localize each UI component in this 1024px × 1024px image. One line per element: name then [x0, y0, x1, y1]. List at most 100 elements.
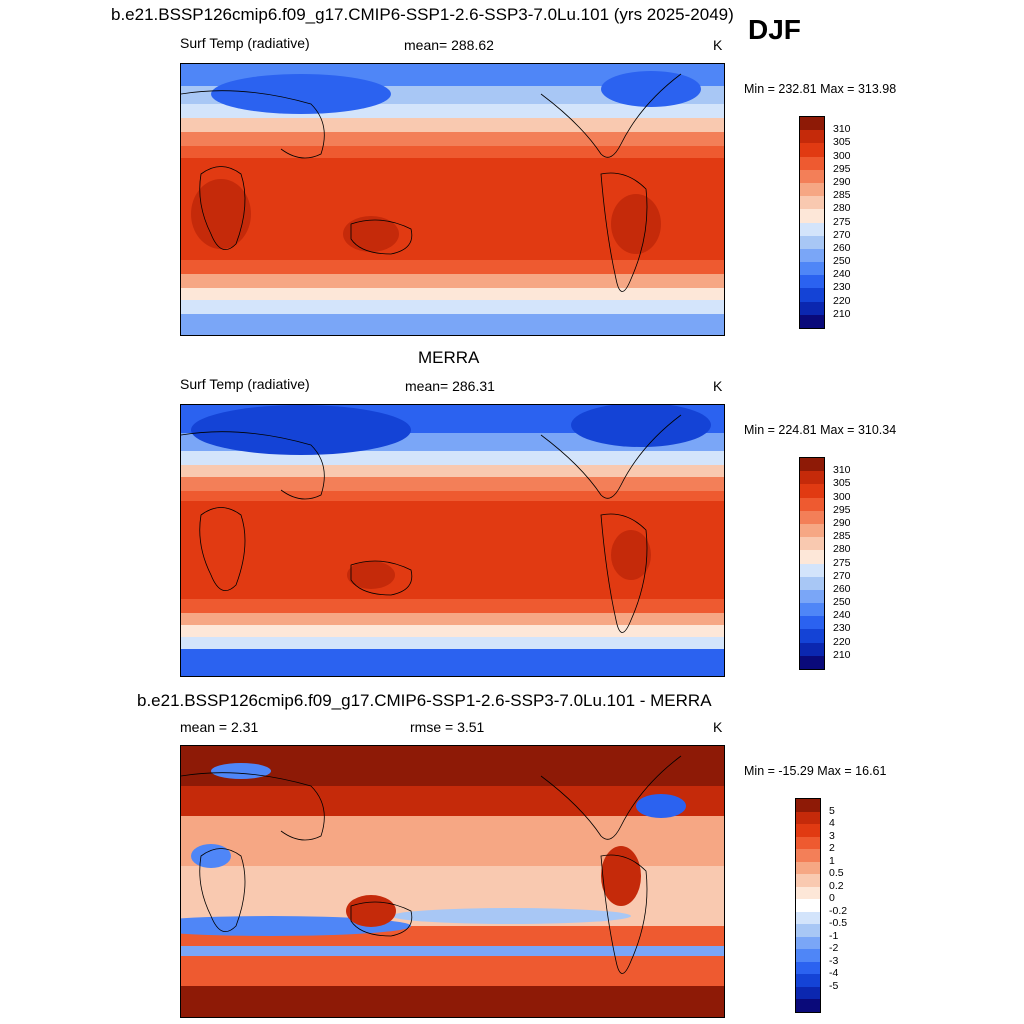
- colorbar-swatch: [800, 576, 824, 590]
- colorbar-swatch: [796, 824, 820, 837]
- colorbar-tick-label: -3: [829, 954, 839, 967]
- colorbar-swatch: [800, 589, 824, 604]
- colorbar-swatch: [796, 836, 820, 850]
- colorbar-swatch: [800, 471, 824, 485]
- colorbar-swatch: [796, 999, 820, 1012]
- colorbar-swatch: [796, 986, 820, 1000]
- colorbar-tick-label: 270: [833, 228, 851, 241]
- panel2-colorbar: [799, 457, 825, 670]
- colorbar-swatch: [800, 510, 824, 524]
- colorbar-tick-label: 0.5: [829, 867, 844, 880]
- colorbar-swatch: [800, 222, 824, 236]
- colorbar-tick-label: 275: [833, 215, 851, 228]
- panel2-map: [180, 404, 725, 677]
- colorbar-swatch: [796, 886, 820, 900]
- colorbar-tick-label: 290: [833, 516, 851, 529]
- panel3-units: K: [713, 719, 723, 735]
- colorbar-tick-label: -1: [829, 929, 839, 942]
- colorbar-tick-label: -5: [829, 979, 839, 992]
- colorbar-swatch: [796, 974, 820, 987]
- colorbar-tick-label: 250: [833, 255, 851, 268]
- colorbar-swatch: [796, 949, 820, 962]
- colorbar-swatch: [800, 301, 824, 315]
- colorbar-tick-label: 295: [833, 162, 851, 175]
- colorbar-swatch: [800, 458, 824, 472]
- panel1-minmax: Min = 232.81 Max = 313.98: [744, 82, 897, 96]
- colorbar-swatch: [800, 484, 824, 498]
- colorbar-swatch: [800, 629, 824, 643]
- colorbar-tick-label: 1: [829, 854, 835, 867]
- panel1-map-field: [181, 64, 724, 335]
- colorbar-tick-label: -0.5: [829, 917, 848, 930]
- colorbar-swatch: [800, 262, 824, 276]
- colorbar-tick-label: 0: [829, 892, 835, 905]
- colorbar-swatch: [800, 655, 824, 669]
- colorbar-tick-label: -0.2: [829, 904, 848, 917]
- colorbar-swatch: [796, 924, 820, 937]
- colorbar-tick-label: 290: [833, 175, 851, 188]
- panel2-title: MERRA: [418, 348, 480, 367]
- colorbar-tick-label: 240: [833, 268, 851, 281]
- colorbar-swatch: [800, 235, 824, 249]
- colorbar-tick-label: 310: [833, 123, 851, 136]
- colorbar-swatch: [800, 288, 824, 302]
- colorbar-tick-label: -4: [829, 967, 839, 980]
- colorbar-tick-label: 260: [833, 582, 851, 595]
- colorbar-swatch: [800, 523, 824, 538]
- colorbar-swatch: [800, 497, 824, 511]
- colorbar-swatch: [800, 550, 824, 564]
- colorbar-swatch: [796, 874, 820, 887]
- colorbar-swatch: [800, 616, 824, 630]
- panel3-rmse: rmse = 3.51: [410, 719, 485, 735]
- colorbar-tick-label: 4: [829, 817, 835, 830]
- panel1-mean: mean= 288.62: [404, 37, 494, 53]
- colorbar-tick-label: 220: [833, 294, 851, 307]
- colorbar-tick-label: 220: [833, 635, 851, 648]
- colorbar-tick-label: 2: [829, 842, 835, 855]
- panel3-colorbar: [795, 798, 821, 1013]
- colorbar-swatch: [796, 849, 820, 862]
- panel1-title: b.e21.BSSP126cmip6.f09_g17.CMIP6-SSP1-2.…: [111, 5, 734, 24]
- panel1-variable: Surf Temp (radiative): [180, 35, 310, 51]
- colorbar-swatch: [800, 209, 824, 223]
- colorbar-tick-label: 310: [833, 464, 851, 477]
- colorbar-swatch: [800, 182, 824, 197]
- colorbar-swatch: [800, 314, 824, 328]
- colorbar-tick-label: 285: [833, 530, 851, 543]
- colorbar-tick-label: 3: [829, 829, 835, 842]
- panel3-minmax: Min = -15.29 Max = 16.61: [744, 764, 887, 778]
- colorbar-tick-label: 230: [833, 281, 851, 294]
- panel2-minmax: Min = 224.81 Max = 310.34: [744, 423, 897, 437]
- colorbar-tick-label: 275: [833, 556, 851, 569]
- panel3-title: b.e21.BSSP126cmip6.f09_g17.CMIP6-SSP1-2.…: [137, 691, 712, 710]
- colorbar-tick-label: 260: [833, 241, 851, 254]
- colorbar-swatch: [796, 861, 820, 875]
- panel2-map-field: [181, 405, 724, 676]
- colorbar-swatch: [796, 899, 820, 912]
- colorbar-tick-label: 250: [833, 596, 851, 609]
- colorbar-swatch: [800, 603, 824, 617]
- colorbar-tick-label: 280: [833, 543, 851, 556]
- colorbar-swatch: [796, 911, 820, 925]
- colorbar-tick-label: 295: [833, 503, 851, 516]
- panel1-units: K: [713, 37, 723, 53]
- colorbar-swatch: [796, 961, 820, 975]
- colorbar-swatch: [800, 275, 824, 289]
- colorbar-swatch: [800, 130, 824, 144]
- colorbar-tick-label: 270: [833, 569, 851, 582]
- colorbar-tick-label: 300: [833, 149, 851, 162]
- panel3-mean: mean = 2.31: [180, 719, 259, 735]
- colorbar-swatch: [800, 248, 824, 263]
- colorbar-swatch: [800, 537, 824, 551]
- colorbar-tick-label: 230: [833, 622, 851, 635]
- colorbar-tick-label: 240: [833, 609, 851, 622]
- colorbar-swatch: [796, 936, 820, 950]
- colorbar-tick-label: 305: [833, 477, 851, 490]
- panel1-map: [180, 63, 725, 336]
- colorbar-tick-label: 280: [833, 202, 851, 215]
- panel2-units: K: [713, 378, 723, 394]
- colorbar-tick-label: 0.2: [829, 879, 844, 892]
- colorbar-tick-label: -2: [829, 942, 839, 955]
- season-label: DJF: [748, 14, 801, 45]
- colorbar-tick-label: 305: [833, 136, 851, 149]
